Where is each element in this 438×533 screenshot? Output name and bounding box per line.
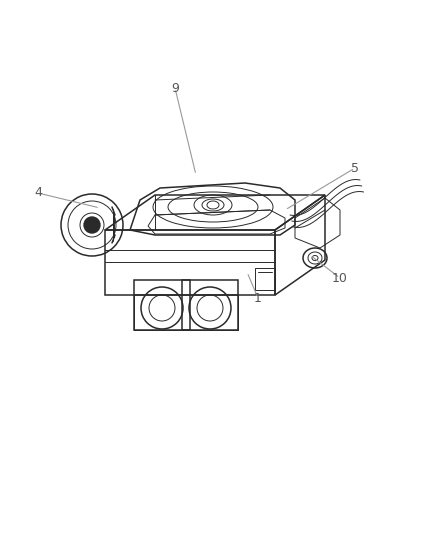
Text: 10: 10	[331, 271, 347, 285]
Circle shape	[84, 217, 100, 233]
Text: 5: 5	[350, 161, 358, 174]
Text: 9: 9	[171, 82, 179, 94]
Text: 4: 4	[34, 187, 42, 199]
Text: 1: 1	[254, 292, 261, 304]
